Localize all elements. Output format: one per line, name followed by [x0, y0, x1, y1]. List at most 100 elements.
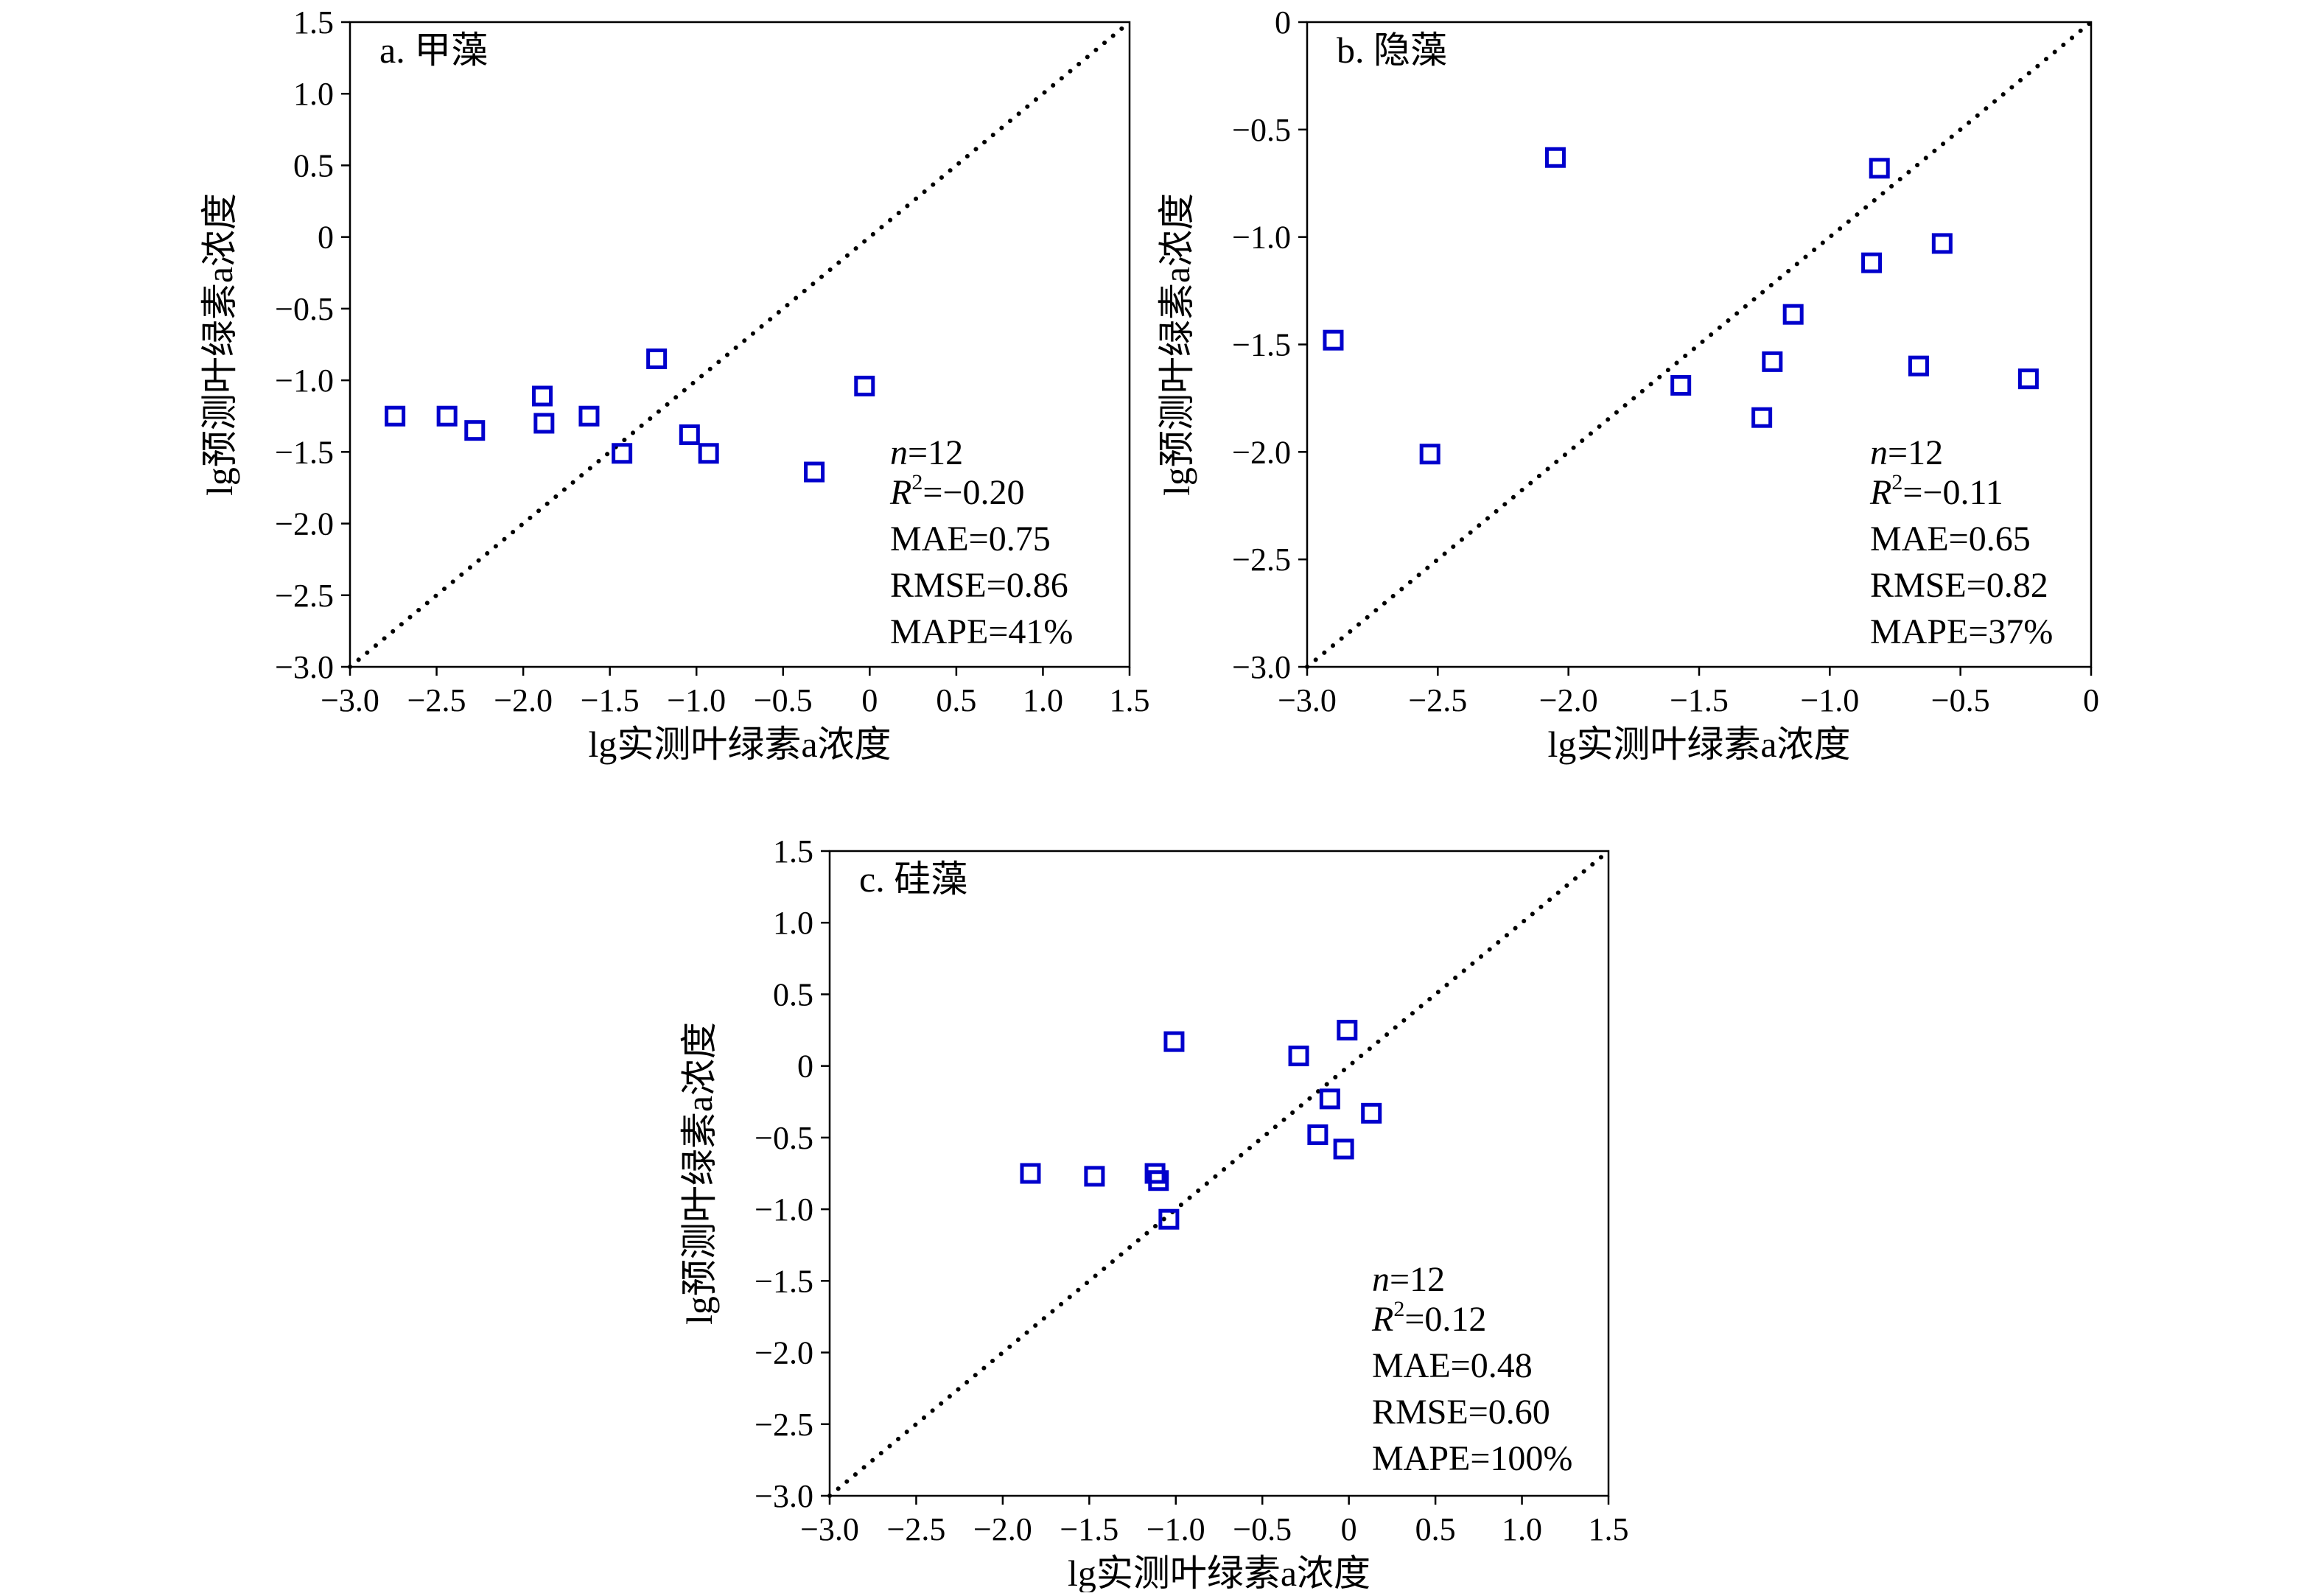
x-tick-label: −0.5: [754, 682, 813, 718]
y-tick-label: −1.5: [1232, 327, 1291, 363]
data-point: [1931, 233, 1953, 254]
x-tick-label: −2.5: [407, 682, 466, 718]
y-tick-label: 1.0: [773, 905, 813, 941]
data-point: [1148, 1170, 1169, 1191]
data-point: [1319, 1088, 1340, 1110]
panel-2: −3.0 −2.5 −2.0 −1.5 −1.0 −0.5 0 0.5 1.0 1.5 −3.0 −2…: [679, 833, 1629, 1594]
x-tick-label: −3.0: [800, 1511, 859, 1547]
panel-title: a. 甲藻: [379, 29, 488, 71]
data-point: [464, 420, 486, 441]
stat-r2: R2=−0.11: [1869, 470, 2003, 512]
x-tick-label: 1.5: [1589, 1511, 1629, 1547]
data-point: [1333, 1138, 1354, 1160]
data-point: [646, 348, 668, 369]
x-tick-label: −2.5: [1408, 682, 1467, 718]
reference-line: [348, 20, 1132, 669]
x-tick-label: −1.5: [1670, 682, 1729, 718]
stat-n: n=12: [1870, 433, 1943, 472]
y-tick-label: 0: [797, 1049, 813, 1085]
y-tick-label: −2.0: [1232, 434, 1291, 470]
stat-mae: MAE=0.48: [1372, 1346, 1533, 1385]
y-tick-label: −1.0: [755, 1191, 813, 1228]
reference-line: [827, 849, 1611, 1498]
y-tick-label: 0.5: [773, 976, 813, 1012]
x-tick-label: −0.5: [1931, 682, 1990, 718]
y-tick-label: 0: [318, 220, 334, 256]
data-point: [1337, 1020, 1358, 1041]
x-tick-label: 0.5: [1415, 1511, 1456, 1547]
stat-rmse: RMSE=0.82: [1870, 566, 2048, 605]
x-tick-label: 1.0: [1502, 1511, 1542, 1547]
panel-title: c. 硅藻: [859, 858, 967, 900]
data-point: [1020, 1163, 1041, 1184]
y-tick-label: −2.0: [275, 506, 334, 542]
data-point: [1751, 407, 1773, 428]
data-point: [1861, 252, 1883, 273]
stat-n: n=12: [890, 433, 963, 472]
y-tick-label: 1.5: [293, 4, 334, 41]
y-tick-label: −3.0: [755, 1478, 813, 1514]
x-tick-label: −2.5: [887, 1511, 946, 1547]
stat-rmse: RMSE=0.86: [890, 566, 1068, 605]
y-tick-label: −2.5: [755, 1407, 813, 1443]
y-tick-label: −1.0: [275, 363, 334, 399]
x-tick-label: −1.5: [581, 682, 640, 718]
y-tick-label: 0: [1275, 4, 1291, 41]
y-axis-label: lg预测叶绿素a浓度: [199, 193, 240, 496]
y-axis-label: lg预测叶绿素a浓度: [1156, 193, 1197, 496]
x-tick-label: 1.0: [1023, 682, 1063, 718]
x-tick-label: 0: [2083, 682, 2099, 718]
data-point: [1762, 351, 1783, 372]
data-point: [679, 424, 700, 445]
x-axis-label: lg实测叶绿素a浓度: [1547, 724, 1850, 765]
data-point: [854, 375, 875, 396]
data-point: [1084, 1166, 1105, 1187]
stat-r2: R2=0.12: [1371, 1297, 1486, 1339]
x-tick-label: −2.0: [1539, 682, 1598, 718]
y-tick-label: −3.0: [275, 649, 334, 685]
y-tick-label: −2.5: [1232, 542, 1291, 578]
data-point: [1869, 158, 1890, 179]
data-point: [1361, 1102, 1382, 1124]
plot-frame: [349, 21, 1131, 668]
x-tick-label: −3.0: [321, 682, 379, 718]
data-point: [578, 405, 600, 427]
x-axis-label: lg实测叶绿素a浓度: [588, 724, 891, 765]
y-axis-label: lg预测叶绿素a浓度: [679, 1022, 720, 1325]
y-tick-label: −3.0: [1232, 649, 1291, 685]
x-tick-label: 0: [1341, 1511, 1357, 1547]
data-point: [1307, 1124, 1328, 1145]
data-point: [1544, 147, 1566, 168]
x-tick-label: −1.5: [1060, 1511, 1119, 1547]
stat-r2: R2=−0.20: [889, 470, 1024, 512]
y-tick-label: −2.0: [755, 1335, 813, 1371]
x-tick-label: −1.0: [667, 682, 726, 718]
panel-title: b. 隐藻: [1337, 29, 1447, 71]
x-tick-label: −1.0: [1147, 1511, 1205, 1547]
x-axis-label: lg实测叶绿素a浓度: [1068, 1553, 1370, 1592]
stat-mape: MAPE=41%: [890, 612, 1073, 651]
data-point: [612, 443, 633, 464]
stat-rmse: RMSE=0.60: [1372, 1393, 1550, 1432]
x-tick-label: −3.0: [1278, 682, 1337, 718]
stat-mae: MAE=0.65: [1870, 519, 2031, 559]
stat-mae: MAE=0.75: [890, 519, 1051, 559]
x-tick-label: −1.0: [1800, 682, 1859, 718]
y-tick-label: 1.5: [773, 833, 813, 869]
data-point: [1908, 355, 1929, 377]
y-tick-label: 1.0: [293, 76, 334, 112]
data-point: [1670, 374, 1692, 396]
reference-line: [1305, 20, 2093, 669]
x-tick-label: −2.0: [973, 1511, 1032, 1547]
y-tick-label: −1.0: [1232, 220, 1291, 256]
data-point: [698, 443, 719, 464]
data-point: [1288, 1046, 1309, 1067]
y-tick-label: −0.5: [275, 291, 334, 327]
data-point: [1419, 444, 1440, 465]
y-tick-label: −0.5: [755, 1120, 813, 1156]
panel-0: −3.0 −2.5 −2.0 −1.5 −1.0 −0.5 0 0.5 1.0 1.5 −3.0 −2…: [199, 4, 1150, 765]
y-tick-label: 0.5: [293, 147, 334, 183]
data-point: [1782, 304, 1804, 325]
data-point: [436, 405, 458, 427]
